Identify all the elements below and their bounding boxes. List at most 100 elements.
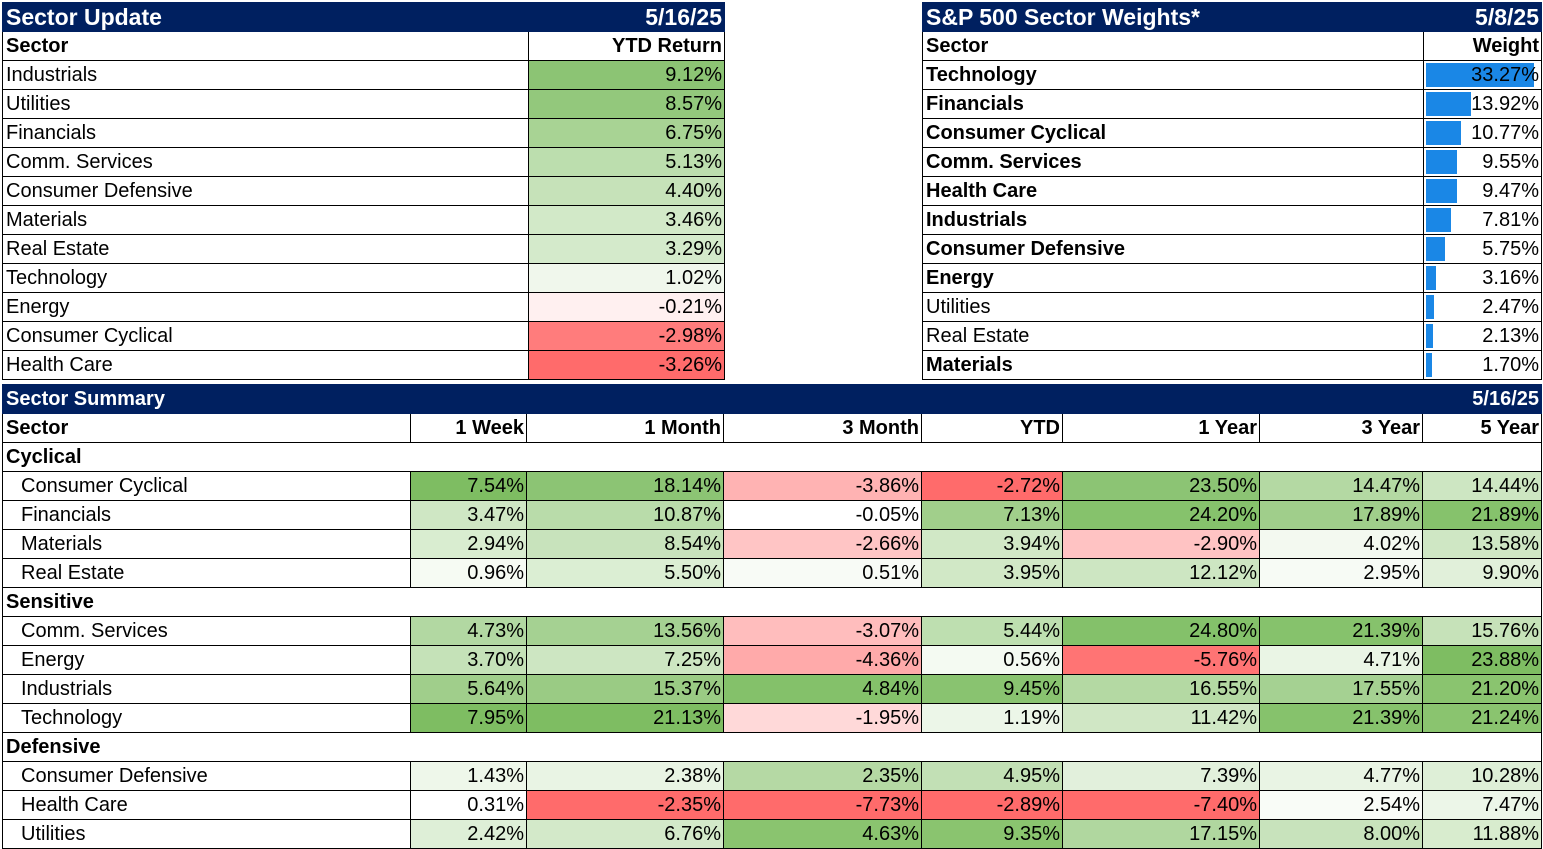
return-value: 9.45% <box>921 674 1063 704</box>
sector-name: Real Estate <box>2 558 411 588</box>
summary-column-header: 1 Week <box>410 413 527 443</box>
sector-name: Financials <box>922 89 1424 119</box>
return-value: 1.19% <box>921 703 1063 733</box>
sector-update-row: Consumer Cyclical -2.98% <box>2 321 725 351</box>
return-value: 21.13% <box>526 703 724 733</box>
weight-cell: 2.13% <box>1423 321 1542 351</box>
return-value: 24.80% <box>1062 616 1260 646</box>
weight-value: 9.47% <box>1482 180 1539 202</box>
summary-row: Utilities 2.42% 6.76% 4.63% 9.35% 17.15% 8.00%… <box>2 819 1543 849</box>
weight-cell: 2.47% <box>1423 292 1542 322</box>
return-value: 2.94% <box>410 529 527 559</box>
weight-column-header: Weight <box>1423 31 1542 61</box>
return-value: 5.44% <box>921 616 1063 646</box>
weight-value: 2.13% <box>1482 325 1539 347</box>
sector-update-table: Sector Update 5/16/25 Sector YTD Return … <box>2 2 725 380</box>
sector-name: Health Care <box>922 176 1424 206</box>
return-value: 1.43% <box>410 761 527 791</box>
weight-cell: 7.81% <box>1423 205 1542 235</box>
return-value: 21.24% <box>1422 703 1543 733</box>
return-value: 17.55% <box>1258 674 1424 704</box>
sector-update-row: Comm. Services 5.13% <box>2 147 725 177</box>
return-value: -2.72% <box>921 471 1063 501</box>
sector-weight-row: Consumer Cyclical 10.77% <box>922 118 1542 148</box>
weight-value: 13.92% <box>1471 93 1539 115</box>
sector-name: Consumer Cyclical <box>2 471 411 501</box>
weight-cell: 33.27% <box>1423 60 1542 90</box>
return-value: 23.50% <box>1062 471 1260 501</box>
return-value: 5.64% <box>410 674 527 704</box>
return-value: 14.47% <box>1258 471 1424 501</box>
sector-name: Consumer Defensive <box>922 234 1424 264</box>
sector-name: Utilities <box>922 292 1424 322</box>
sector-name: Technology <box>2 263 529 293</box>
summary-column-header: 3 Month <box>723 413 922 443</box>
sector-weight-row: Utilities 2.47% <box>922 292 1542 322</box>
weight-cell: 1.70% <box>1423 350 1542 380</box>
return-value: 18.14% <box>526 471 724 501</box>
return-value: 7.54% <box>410 471 527 501</box>
group-name: Cyclical <box>1 442 1543 472</box>
weight-bar <box>1426 266 1437 290</box>
return-value: 4.84% <box>723 674 922 704</box>
return-value: -2.66% <box>723 529 922 559</box>
sector-name: Energy <box>922 263 1424 293</box>
summary-group-row: Cyclical <box>1 442 1543 472</box>
return-value: 7.13% <box>921 500 1063 530</box>
return-value: 2.42% <box>410 819 527 849</box>
weight-bar <box>1426 324 1433 348</box>
weight-value: 3.16% <box>1482 267 1539 289</box>
return-value: 13.56% <box>526 616 724 646</box>
return-value: 13.58% <box>1422 529 1543 559</box>
summary-column-header: 5 Year <box>1422 413 1543 443</box>
sector-update-row: Technology 1.02% <box>2 263 725 293</box>
return-value: -0.05% <box>723 500 922 530</box>
return-value: 4.63% <box>723 819 922 849</box>
return-value: -2.89% <box>921 790 1063 820</box>
sector-weight-row: Comm. Services 9.55% <box>922 147 1542 177</box>
sector-name: Health Care <box>2 790 411 820</box>
ytd-return-column-header: YTD Return <box>528 31 725 61</box>
ytd-return-value: -2.98% <box>528 321 725 351</box>
sector-name: Financials <box>2 500 411 530</box>
weight-value: 9.55% <box>1482 151 1539 173</box>
summary-column-header: YTD <box>921 413 1063 443</box>
summary-row: Materials 2.94% 8.54% -2.66% 3.94% -2.90% 4.02… <box>2 529 1543 559</box>
sector-name: Consumer Cyclical <box>922 118 1424 148</box>
sector-weights-title: S&P 500 Sector Weights* <box>922 2 1424 32</box>
return-value: -3.07% <box>723 616 922 646</box>
sector-weight-row: Materials 1.70% <box>922 350 1542 380</box>
return-value: 0.31% <box>410 790 527 820</box>
summary-column-header: Sector <box>2 413 411 443</box>
return-value: 5.50% <box>526 558 724 588</box>
return-value: 7.25% <box>526 645 724 675</box>
return-value: 10.28% <box>1422 761 1543 791</box>
sector-name: Materials <box>2 529 411 559</box>
sector-weight-row: Industrials 7.81% <box>922 205 1542 235</box>
return-value: 3.94% <box>921 529 1063 559</box>
weight-bar <box>1426 63 1534 87</box>
weight-bar <box>1426 92 1472 116</box>
sector-update-row: Industrials 9.12% <box>2 60 725 90</box>
return-value: 4.02% <box>1258 529 1424 559</box>
weight-cell: 13.92% <box>1423 89 1542 119</box>
summary-row: Consumer Defensive 1.43% 2.38% 2.35% 4.95% 7.… <box>2 761 1543 791</box>
group-name: Defensive <box>1 732 1543 762</box>
sector-weight-row: Health Care 9.47% <box>922 176 1542 206</box>
summary-column-header: 1 Month <box>526 413 724 443</box>
weight-value: 33.27% <box>1471 64 1539 86</box>
return-value: 0.51% <box>723 558 922 588</box>
return-value: 21.39% <box>1258 703 1424 733</box>
sector-name: Utilities <box>2 819 411 849</box>
sector-update-row: Financials 6.75% <box>2 118 725 148</box>
sector-summary-title: Sector Summary <box>1 384 1424 414</box>
weight-value: 10.77% <box>1471 122 1539 144</box>
return-value: 3.70% <box>410 645 527 675</box>
sector-name: Comm. Services <box>922 147 1424 177</box>
summary-row: Financials 3.47% 10.87% -0.05% 7.13% 24.20% 17… <box>2 500 1543 530</box>
sector-name: Comm. Services <box>2 616 411 646</box>
sector-name: Materials <box>2 205 529 235</box>
return-value: 17.15% <box>1062 819 1260 849</box>
sector-update-title: Sector Update <box>2 2 529 32</box>
summary-column-header: 1 Year <box>1062 413 1260 443</box>
